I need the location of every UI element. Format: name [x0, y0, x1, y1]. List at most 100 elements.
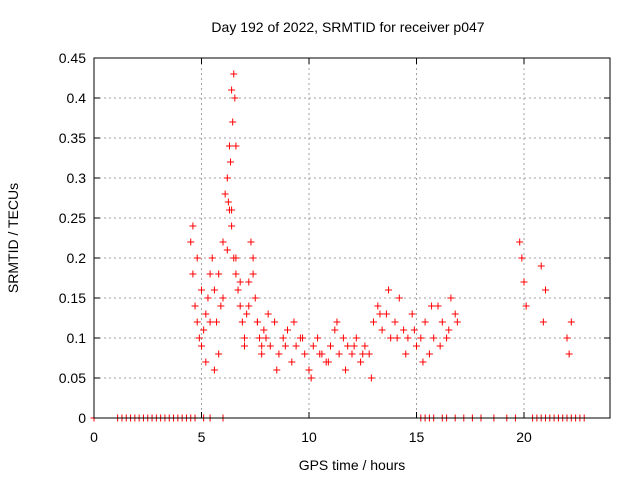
data-point	[335, 350, 343, 358]
data-point	[236, 278, 244, 286]
data-point	[189, 270, 197, 278]
data-point	[187, 238, 195, 246]
y-tick-label: 0.3	[67, 170, 87, 186]
data-point	[258, 342, 266, 350]
data-point	[436, 342, 444, 350]
data-point	[359, 350, 367, 358]
data-point	[258, 350, 266, 358]
data-point	[361, 342, 369, 350]
data-point	[260, 326, 268, 334]
x-axis-label: GPS time / hours	[299, 457, 406, 473]
data-point	[241, 334, 248, 342]
data-point	[225, 142, 233, 150]
data-point	[309, 342, 317, 350]
data-point	[327, 342, 334, 350]
data-point	[249, 270, 257, 278]
data-point	[348, 350, 356, 358]
data-point	[198, 286, 205, 294]
data-point	[292, 342, 300, 350]
x-tick-label: 15	[409, 429, 425, 445]
data-point	[245, 302, 253, 310]
data-point	[565, 350, 573, 358]
data-point	[376, 310, 384, 318]
data-point	[428, 302, 436, 310]
data-point	[238, 318, 246, 326]
data-point	[288, 358, 296, 366]
data-point	[227, 158, 235, 166]
data-point	[241, 342, 248, 350]
data-point	[370, 318, 377, 326]
data-point	[281, 342, 289, 350]
data-point	[231, 94, 239, 102]
data-point	[342, 366, 350, 374]
data-point	[191, 302, 199, 310]
data-point	[189, 222, 197, 230]
data-point	[307, 374, 315, 382]
data-point	[413, 342, 420, 350]
data-point	[193, 254, 201, 262]
data-point	[314, 334, 322, 342]
data-point	[219, 294, 227, 302]
data-point	[232, 270, 240, 278]
data-point	[232, 142, 240, 150]
data-point	[230, 70, 238, 78]
data-point	[219, 238, 227, 246]
y-axis-label: SRMTID / TECUs	[5, 183, 21, 293]
data-point	[228, 222, 236, 230]
data-point	[224, 198, 232, 206]
data-point	[217, 302, 225, 310]
data-point	[352, 334, 360, 342]
data-point	[275, 350, 283, 358]
data-point	[408, 310, 416, 318]
data-point	[522, 302, 530, 310]
data-point	[410, 326, 418, 334]
data-point	[391, 318, 399, 326]
data-point	[518, 254, 526, 262]
data-point	[417, 334, 425, 342]
data-point	[344, 342, 352, 350]
data-point	[537, 262, 545, 270]
data-point	[395, 294, 403, 302]
data-point	[301, 350, 309, 358]
data-point	[367, 374, 375, 382]
data-point	[434, 302, 442, 310]
data-point	[223, 246, 231, 254]
y-tick-label: 0.4	[67, 90, 87, 106]
data-point	[400, 326, 408, 334]
data-point	[374, 302, 382, 310]
data-point	[393, 334, 401, 342]
data-point	[210, 366, 218, 374]
data-point	[305, 366, 313, 374]
data-point	[208, 254, 216, 262]
x-tick-label: 20	[516, 429, 532, 445]
data-point	[228, 206, 236, 214]
data-point	[251, 294, 259, 302]
data-point	[210, 286, 218, 294]
y-tick-label: 0.05	[59, 370, 86, 386]
data-point	[404, 334, 412, 342]
data-point	[421, 318, 429, 326]
y-tick-label: 0	[78, 410, 86, 426]
data-point	[451, 310, 459, 318]
data-point	[520, 278, 528, 286]
data-point	[229, 118, 237, 126]
data-point	[221, 190, 229, 198]
data-point	[273, 366, 281, 374]
y-tick-label: 0.45	[59, 50, 86, 66]
data-point	[378, 326, 386, 334]
data-point	[365, 350, 373, 358]
data-point	[200, 326, 208, 334]
axis-ticks: 0 0.05 0.1 0.15 0.2 0.25 0.3 0.35 0.4 0.45 0 5 10 15 2…	[59, 50, 610, 445]
data-point	[333, 318, 341, 326]
data-point	[243, 310, 251, 318]
data-point	[264, 310, 272, 318]
data-point	[232, 254, 240, 262]
data-point	[234, 286, 242, 294]
data-point	[299, 334, 307, 342]
grid-lines	[94, 58, 610, 418]
data-point	[284, 326, 291, 334]
data-point	[262, 334, 270, 342]
data-point	[198, 342, 205, 350]
data-point	[215, 350, 223, 358]
data-point	[385, 286, 393, 294]
